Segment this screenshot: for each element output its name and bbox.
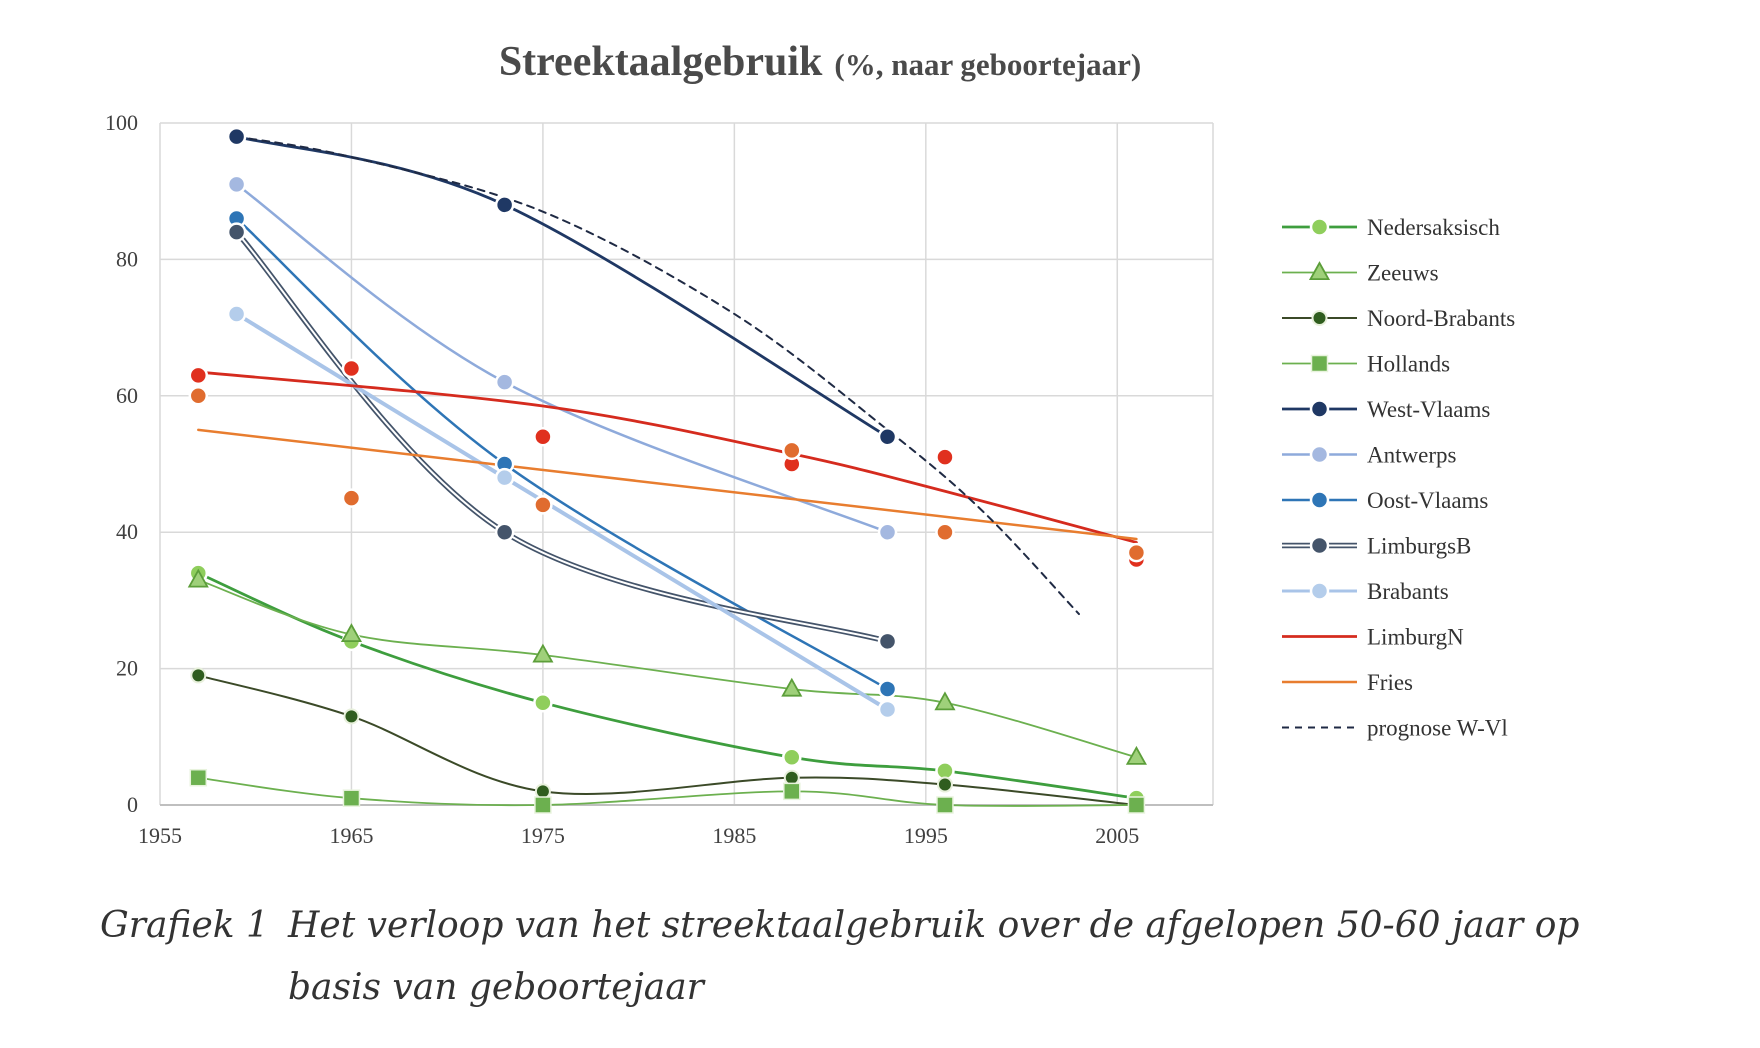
legend-limburgsb-marker <box>1309 535 1330 556</box>
point-hollands-2 <box>534 796 552 814</box>
y-tick-label-20: 20 <box>116 656 138 681</box>
point-zeeuws-0 <box>187 568 209 588</box>
series-line-brabants <box>234 311 890 712</box>
scatter-points <box>188 358 1147 570</box>
x-tick-label-1965: 1965 <box>329 823 373 848</box>
point-noord-brabants-1 <box>343 708 360 725</box>
series-line-zeeuws <box>197 579 1138 759</box>
point-hollands-1 <box>342 789 361 807</box>
scatter-limburgn-0 <box>188 365 209 386</box>
point-antwerps-1 <box>494 372 515 392</box>
chart-svg: Streektaalgebruik (%, naar geboortejaar) … <box>105 39 1515 848</box>
point-hollands-4 <box>936 796 954 814</box>
legend-noord-brabants-label: Noord-Brabants <box>1367 306 1515 331</box>
legend-nedersaksisch-marker <box>1309 217 1330 237</box>
legend-prognose-w-vl-label: prognose W-Vl <box>1367 716 1508 741</box>
point-antwerps-2 <box>877 522 898 542</box>
series-line-nedersaksisch <box>196 571 1138 800</box>
scatter-fries-5 <box>1126 542 1147 563</box>
legend-antwerps-marker <box>1309 444 1330 465</box>
point-zeeuws-4 <box>934 691 956 711</box>
point-zeeuws-3 <box>781 677 803 697</box>
point-west-vlaams-2 <box>877 426 898 447</box>
scatter-limburgn-1 <box>341 358 362 379</box>
x-tick-label-1985: 1985 <box>712 823 756 848</box>
legend-hollands-marker <box>1310 354 1329 373</box>
series-line-prognose-w-vl <box>235 135 1080 616</box>
legend-noord-brabants-marker <box>1311 310 1328 326</box>
scatter-fries-4 <box>935 522 955 542</box>
point-brabants-1 <box>494 467 515 488</box>
point-hollands-5 <box>1127 796 1146 814</box>
series-line-hollands <box>197 776 1138 807</box>
point-limburgsb-1 <box>494 522 515 542</box>
point-nedersaksisch-2 <box>533 692 553 713</box>
legend-oost-vlaams-label: Oost-Vlaams <box>1367 488 1488 513</box>
legend-brabants-marker <box>1309 581 1330 601</box>
point-west-vlaams-0 <box>226 126 247 147</box>
y-tick-label-0: 0 <box>127 792 138 817</box>
legend-west-vlaams-label: West-Vlaams <box>1367 397 1490 422</box>
scatter-limburgn-4 <box>935 447 955 467</box>
legend: Nedersaksisch Zeeuws Noord-Brabants Holland… <box>1282 215 1515 741</box>
legend-oost-vlaams-marker <box>1309 490 1330 510</box>
x-tick-label-1975: 1975 <box>521 823 565 848</box>
legend-antwerps-label: Antwerps <box>1367 443 1456 468</box>
series-line-limburgsb-inner <box>235 231 888 643</box>
point-hollands-3 <box>783 782 801 801</box>
series-line-limburgn <box>196 370 1138 544</box>
legend-zeeuws-label: Zeeuws <box>1367 261 1439 286</box>
scatter-fries-2 <box>533 495 553 515</box>
point-west-vlaams-1 <box>494 195 515 215</box>
point-hollands-0 <box>189 768 208 787</box>
point-antwerps-0 <box>226 174 247 195</box>
chart-title: Streektaalgebruik (%, naar geboortejaar) <box>499 39 1141 85</box>
series-line-limburgsb <box>234 230 889 644</box>
series-line-noord-brabants <box>197 674 1138 806</box>
legend-zeeuws-marker <box>1308 261 1331 281</box>
caption-label: Grafiek 1 <box>100 905 269 946</box>
point-noord-brabants-0 <box>190 667 207 684</box>
point-zeeuws-2 <box>532 643 554 663</box>
point-limburgsb-0 <box>226 222 247 242</box>
scatter-limburgn-2 <box>533 426 553 447</box>
x-tick-label-2005: 2005 <box>1095 823 1139 848</box>
x-tick-label-1995: 1995 <box>904 823 948 848</box>
caption-text: Het verloop van het streektaalgebruik ov… <box>288 905 1580 1008</box>
scatter-fries-0 <box>188 386 209 406</box>
grid <box>159 122 1214 806</box>
series-markers <box>187 126 1147 814</box>
series-lines <box>196 135 1138 807</box>
y-tick-label-100: 100 <box>105 110 138 135</box>
scatter-fries-1 <box>341 488 362 508</box>
point-limburgsb-2 <box>877 631 898 652</box>
point-oost-vlaams-2 <box>877 679 898 699</box>
point-zeeuws-5 <box>1125 745 1147 765</box>
legend-hollands-label: Hollands <box>1367 352 1450 377</box>
series-line-west-vlaams <box>235 135 889 439</box>
legend-limburgsb-label: LimburgsB <box>1367 534 1471 559</box>
point-noord-brabants-4 <box>936 776 953 793</box>
x-tick-label-1955: 1955 <box>138 823 182 848</box>
point-nedersaksisch-3 <box>782 747 802 768</box>
axes: 0 20 40 60 80 100 1955 1965 1975 1985 1995 2005 <box>105 110 1213 848</box>
y-tick-label-80: 80 <box>116 246 138 271</box>
point-zeeuws-1 <box>340 623 363 643</box>
point-brabants-2 <box>877 699 898 720</box>
y-tick-label-40: 40 <box>116 519 138 544</box>
scatter-fries-3 <box>782 440 802 461</box>
legend-brabants-label: Brabants <box>1367 579 1449 604</box>
point-brabants-0 <box>226 304 247 324</box>
y-tick-label-60: 60 <box>116 383 138 408</box>
legend-west-vlaams-marker <box>1309 399 1330 419</box>
legend-limburgn-label: LimburgN <box>1367 625 1464 650</box>
legend-nedersaksisch-label: Nedersaksisch <box>1367 215 1500 240</box>
legend-fries-label: Fries <box>1367 670 1413 695</box>
series-line-fries <box>197 428 1138 541</box>
